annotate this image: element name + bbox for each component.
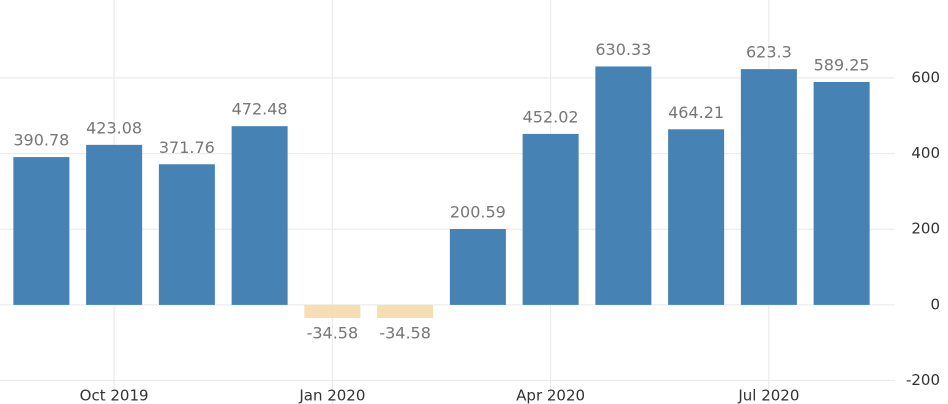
bar <box>304 304 361 318</box>
y-tick-label: 600 <box>911 68 940 86</box>
data-label: 452.02 <box>523 107 579 126</box>
bar <box>668 129 725 305</box>
x-tick-label: Apr 2020 <box>516 387 585 404</box>
bar <box>740 69 797 305</box>
data-label: 589.25 <box>814 55 870 74</box>
data-label: 423.08 <box>86 118 142 137</box>
bar <box>158 164 215 305</box>
bar <box>595 66 652 305</box>
x-tick-label: Jan 2020 <box>298 387 365 404</box>
data-label: -34.58 <box>307 323 359 342</box>
bar <box>86 144 143 305</box>
bar <box>522 133 579 305</box>
data-label: 200.59 <box>450 203 506 222</box>
bar <box>377 304 434 318</box>
bar <box>813 81 870 305</box>
bar <box>449 229 506 305</box>
bar <box>13 157 70 305</box>
x-tick-label: Oct 2019 <box>80 387 149 404</box>
data-label: 623.3 <box>746 43 792 62</box>
bar <box>231 126 288 305</box>
data-label: 390.78 <box>13 131 69 150</box>
data-label: 472.48 <box>232 100 288 119</box>
data-label: -34.58 <box>379 323 431 342</box>
data-label: 630.33 <box>595 40 651 59</box>
y-tick-label: 0 <box>930 295 940 313</box>
y-tick-label: 400 <box>911 144 940 162</box>
data-label: 371.76 <box>159 138 215 157</box>
x-tick-label: Jul 2020 <box>737 387 799 404</box>
data-label: 464.21 <box>668 103 724 122</box>
y-tick-label: -200 <box>906 371 940 389</box>
y-tick-label: 200 <box>911 220 940 238</box>
